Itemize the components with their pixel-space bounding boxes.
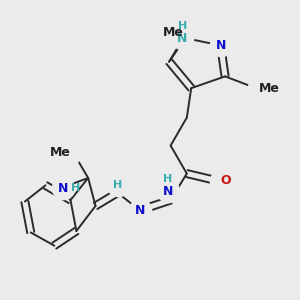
Text: O: O <box>221 174 231 188</box>
Text: Me: Me <box>259 82 280 95</box>
Text: N: N <box>215 39 226 52</box>
Text: N: N <box>134 204 145 217</box>
Text: H: H <box>70 183 80 193</box>
Text: H: H <box>113 180 122 190</box>
Text: H: H <box>178 21 187 31</box>
Text: H: H <box>163 174 172 184</box>
Text: N: N <box>58 182 68 195</box>
Text: N: N <box>177 32 188 45</box>
Text: Me: Me <box>50 146 70 159</box>
Text: Me: Me <box>163 26 184 39</box>
Text: N: N <box>163 185 173 198</box>
